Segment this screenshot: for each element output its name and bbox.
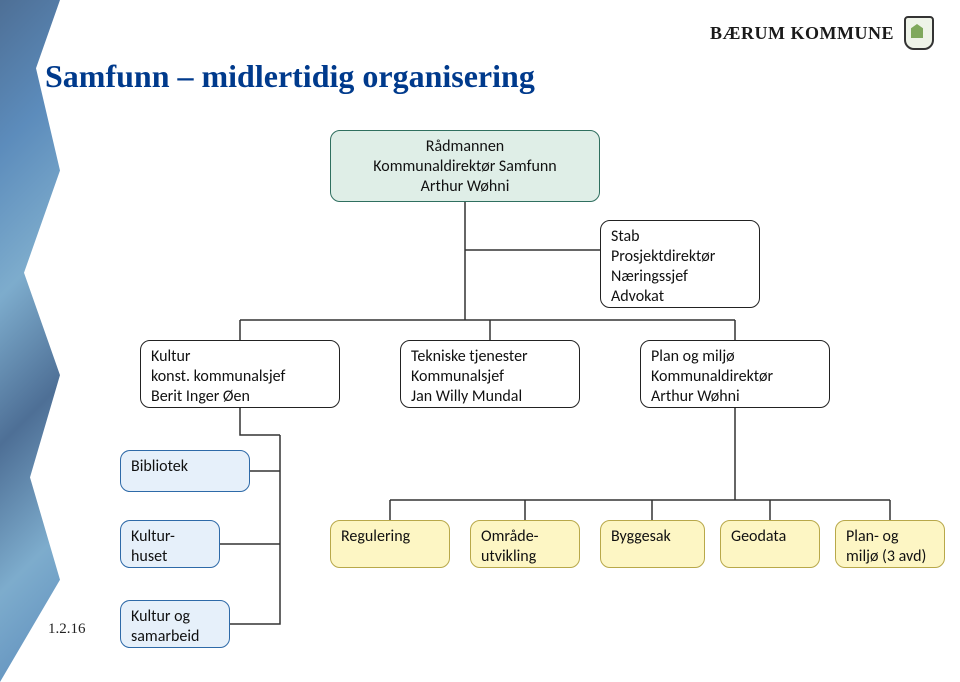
brand-text: BÆRUM KOMMUNE [710, 23, 894, 44]
org-box-plan: Plan og miljø Kommunaldirektør Arthur Wø… [640, 340, 830, 408]
org-box-geodata: Geodata [720, 520, 820, 568]
org-box-kultur: Kultur konst. kommunalsjef Berit Inger Ø… [140, 340, 340, 408]
org-box-regulering: Regulering [330, 520, 450, 568]
page-title: Samfunn – midlertidig organisering [45, 58, 535, 95]
footer-date: 1.2.16 [48, 621, 86, 638]
org-box-tekniske: Tekniske tjenester Kommunalsjef Jan Will… [400, 340, 580, 408]
org-box-byggesak: Byggesak [600, 520, 705, 568]
brand: BÆRUM KOMMUNE [710, 16, 934, 50]
org-box-kultur-samarbeid: Kultur og samarbeid [120, 600, 230, 648]
org-box-bibliotek: Bibliotek [120, 450, 250, 492]
org-box-plan-miljo: Plan- og miljø (3 avd) [835, 520, 945, 568]
shield-icon [904, 16, 934, 50]
side-decoration [0, 0, 60, 682]
org-box-omradeutvikling: Område- utvikling [470, 520, 580, 568]
org-box-radmannen: Rådmannen Kommunaldirektør Samfunn Arthu… [330, 130, 600, 202]
org-box-stab: Stab Prosjektdirektør Næringssjef Advoka… [600, 220, 760, 308]
org-box-kulturhuset: Kultur- huset [120, 520, 220, 568]
